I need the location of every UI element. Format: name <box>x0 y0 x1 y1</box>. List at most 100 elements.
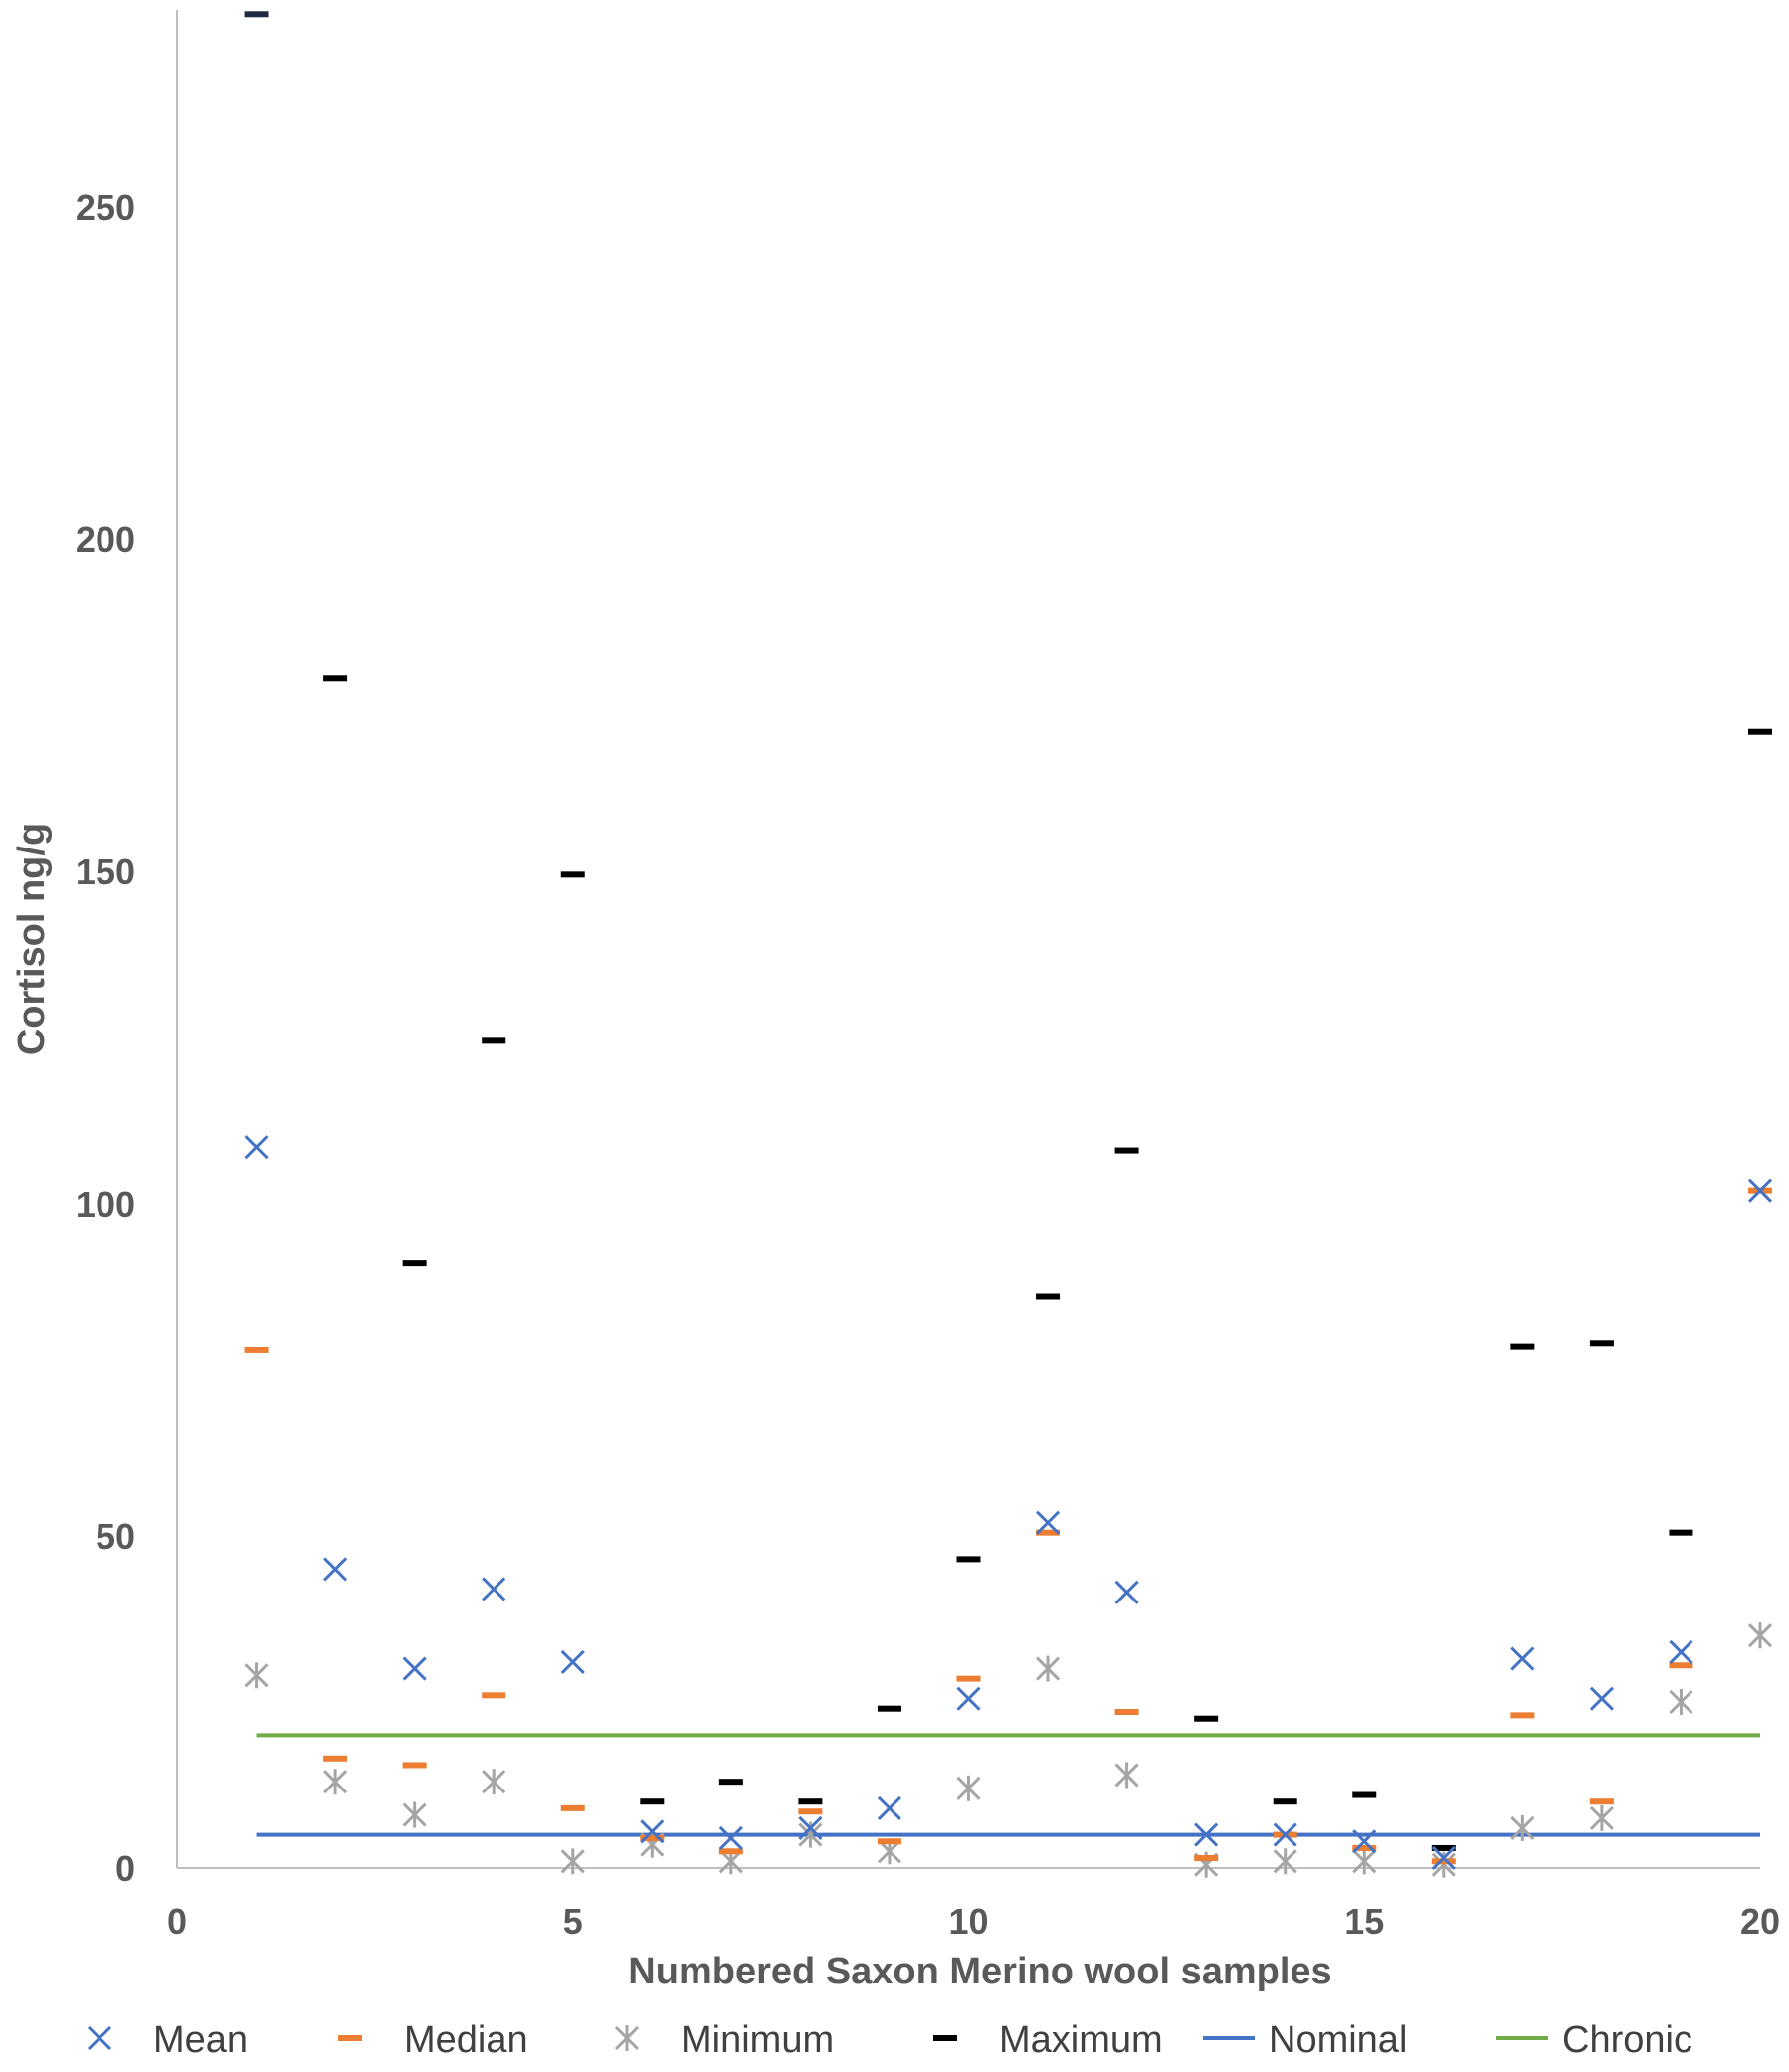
maximum-point <box>1114 1147 1139 1154</box>
median-point <box>1114 1709 1139 1716</box>
median-point <box>798 1808 823 1815</box>
minimum-point <box>1510 1814 1535 1841</box>
median-point <box>1431 1858 1456 1865</box>
data-points <box>244 11 1773 1878</box>
maximum-point <box>1036 1293 1061 1300</box>
maximum-point <box>956 1556 981 1563</box>
legend-item-minimum: Minimum <box>614 2019 834 2061</box>
median-point <box>1510 1712 1535 1719</box>
mean-point <box>560 1649 585 1674</box>
maximum-point <box>323 675 348 682</box>
mean-point <box>1669 1639 1693 1664</box>
mean-point <box>244 1135 269 1160</box>
maximum-point <box>1431 1844 1456 1851</box>
minimum-point <box>1114 1762 1139 1789</box>
minimum-point <box>1273 1848 1297 1875</box>
median-point <box>718 1848 743 1855</box>
mean-point <box>1194 1822 1219 1847</box>
x-tick-label: 5 <box>563 1901 583 1942</box>
minimum-point <box>1035 1655 1061 1682</box>
y-tick-label: 250 <box>76 187 135 228</box>
median-point <box>323 1755 348 1762</box>
legend-marker-mean <box>87 2025 112 2051</box>
minimum-point <box>1669 1689 1693 1715</box>
median-point <box>402 1762 427 1769</box>
median-point <box>877 1838 901 1845</box>
y-axis-label: Cortisol ng/g <box>11 823 53 1055</box>
median-point <box>560 1804 585 1811</box>
median-point <box>1036 1529 1061 1536</box>
mean-point <box>402 1656 427 1681</box>
legend-item-nominal: Nominal <box>1203 2019 1407 2061</box>
median-point <box>482 1692 506 1699</box>
x-tick-label: 0 <box>167 1901 187 1942</box>
maximum-point <box>1273 1798 1297 1805</box>
y-tick-label: 150 <box>76 851 135 892</box>
legend-marker-maximum <box>933 2035 957 2041</box>
x-tick-label: 10 <box>948 1901 988 1942</box>
minimum-point <box>956 1775 981 1801</box>
maximum-point <box>560 871 585 878</box>
mean-point <box>640 1819 665 1844</box>
minimum-point <box>1747 1622 1773 1649</box>
y-tick-label: 0 <box>115 1848 135 1889</box>
median-point <box>1589 1798 1614 1805</box>
axes <box>176 10 1760 1869</box>
reference-lines <box>256 1733 1760 1837</box>
mean-point <box>1352 1829 1377 1854</box>
mean-point <box>956 1686 981 1711</box>
y-tick-label: 50 <box>96 1516 135 1557</box>
median-point <box>244 1346 269 1353</box>
maximum-point <box>1589 1340 1614 1347</box>
median-point <box>640 1834 665 1841</box>
legend-label-maximum: Maximum <box>999 2019 1163 2061</box>
mean-point <box>718 1825 743 1851</box>
maximum-point <box>877 1705 901 1712</box>
minimum-point <box>482 1769 506 1795</box>
legend-item-maximum: Maximum <box>933 2019 1163 2061</box>
legend-label-mean: Mean <box>153 2019 248 2061</box>
median-point <box>1352 1844 1377 1851</box>
mean-point <box>1510 1646 1535 1671</box>
mean-point <box>1273 1822 1297 1847</box>
y-tick-label: 100 <box>76 1184 135 1224</box>
mean-point <box>323 1557 348 1582</box>
legend-marker-median <box>338 2035 362 2041</box>
x-tick-label: 15 <box>1344 1901 1384 1942</box>
maximum-point <box>1352 1791 1377 1798</box>
x-tick-label: 20 <box>1740 1901 1780 1942</box>
legend-label-chronic: Chronic <box>1562 2019 1692 2061</box>
minimum-point <box>244 1662 269 1689</box>
maximum-point <box>402 1260 427 1267</box>
maximum-point <box>1748 728 1772 735</box>
legend-label-minimum: Minimum <box>681 2019 834 2061</box>
mean-point <box>1035 1510 1061 1535</box>
maximum-point <box>1669 1529 1693 1536</box>
minimum-point <box>323 1769 348 1795</box>
legend-label-median: Median <box>404 2019 528 2061</box>
median-point <box>1194 1854 1219 1861</box>
maximum-point <box>798 1798 823 1805</box>
mean-point <box>482 1577 506 1601</box>
mean-point <box>877 1795 902 1820</box>
minimum-point <box>1352 1848 1377 1875</box>
minimum-point <box>1589 1804 1614 1831</box>
legend-label-nominal: Nominal <box>1269 2019 1407 2061</box>
legend: Mean Median Minimum Maximum Nominal Chronic <box>87 2019 1692 2061</box>
mean-point <box>1431 1845 1456 1871</box>
legend-marker-minimum <box>614 2025 640 2051</box>
maximum-point <box>1510 1343 1535 1350</box>
median-point <box>956 1675 981 1682</box>
mean-point <box>1114 1580 1139 1604</box>
legend-item-mean: Mean <box>87 2019 248 2061</box>
maximum-point <box>1194 1715 1219 1722</box>
maximum-point <box>244 11 269 18</box>
maximum-point <box>482 1037 506 1044</box>
maximum-point <box>640 1798 665 1805</box>
legend-item-median: Median <box>338 2019 528 2061</box>
median-point <box>1669 1662 1693 1669</box>
maximum-point <box>718 1779 743 1786</box>
